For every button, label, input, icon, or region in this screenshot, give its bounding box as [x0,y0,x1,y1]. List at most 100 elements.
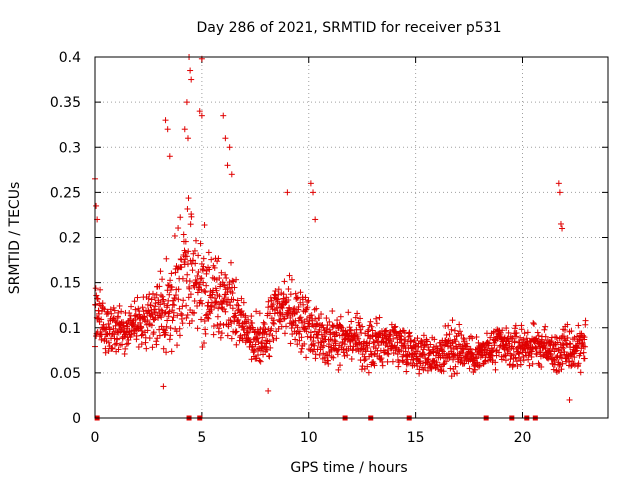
data-point [472,354,479,361]
data-point [291,305,298,312]
data-point [167,332,174,339]
data-point [99,300,106,307]
data-point [567,341,574,348]
data-point [460,346,467,353]
data-point [403,361,410,368]
data-point [181,126,188,133]
data-point [188,317,195,324]
data-point [566,396,573,403]
data-point [528,348,535,355]
data-point [166,153,173,160]
data-point [261,321,268,328]
data-point [195,252,202,259]
data-point [502,357,509,364]
data-point [244,329,251,336]
data-point [342,327,349,334]
data-point [220,281,227,288]
data-point [160,383,167,390]
data-point [264,346,271,353]
data-point [125,336,132,343]
data-point [518,326,525,333]
data-point [296,328,303,335]
data-point [253,308,260,315]
data-point [122,345,129,352]
data-point [254,352,261,359]
data-point [452,338,459,345]
data-point [203,267,210,274]
data-point [555,346,562,353]
data-point [492,359,499,366]
data-point [138,324,145,331]
data-point [557,349,564,356]
data-point [215,255,222,262]
data-point [320,324,327,331]
data-point [326,341,333,348]
data-point [219,279,226,286]
data-point [346,324,353,331]
data-point [198,112,205,119]
data-point [107,306,114,313]
data-point [184,205,191,212]
data-point [271,320,278,327]
data-point [257,358,264,365]
data-point [115,346,122,353]
data-point [135,343,142,350]
data-point [144,317,151,324]
data-point [210,331,217,338]
data-point [418,337,425,344]
data-point [513,329,520,336]
data-point [426,350,433,357]
data-point [451,352,458,359]
data-point [294,295,301,302]
data-point [106,326,113,333]
data-point [204,314,211,321]
data-point [295,303,302,310]
data-point [124,325,131,332]
data-point [313,320,320,327]
data-point [159,298,166,305]
data-point [148,322,155,329]
data-point [157,301,164,308]
data-point [158,314,165,321]
data-point [469,335,476,342]
data-point [256,330,263,337]
data-point [511,338,518,345]
data-point [296,330,303,337]
data-point [387,331,394,338]
data-point [514,362,521,369]
data-point [96,310,103,317]
data-point [528,353,535,360]
data-point [517,361,524,368]
data-point [306,323,313,330]
data-point [114,336,121,343]
data-point [156,332,163,339]
data-point [222,308,229,315]
data-point [258,340,265,347]
data-point [373,320,380,327]
data-point [179,312,186,319]
data-point [279,304,286,311]
data-point [447,365,454,372]
data-point [159,276,166,283]
data-point [182,249,189,256]
data-point [312,216,319,223]
data-point [294,324,301,331]
data-point [227,259,234,266]
data-point [473,333,480,340]
data-point [452,363,459,370]
data-point [316,351,323,358]
data-point [281,278,288,285]
data-point [520,336,527,343]
data-point [450,356,457,363]
data-point [160,296,167,303]
data-point [512,325,519,332]
y-tick-label: 0.3 [59,140,81,156]
data-point [497,329,504,336]
data-point [245,316,252,323]
data-point [414,363,421,370]
data-point [385,351,392,358]
data-point [312,351,319,358]
data-point [184,271,191,278]
data-point [581,334,588,341]
data-point [493,352,500,359]
